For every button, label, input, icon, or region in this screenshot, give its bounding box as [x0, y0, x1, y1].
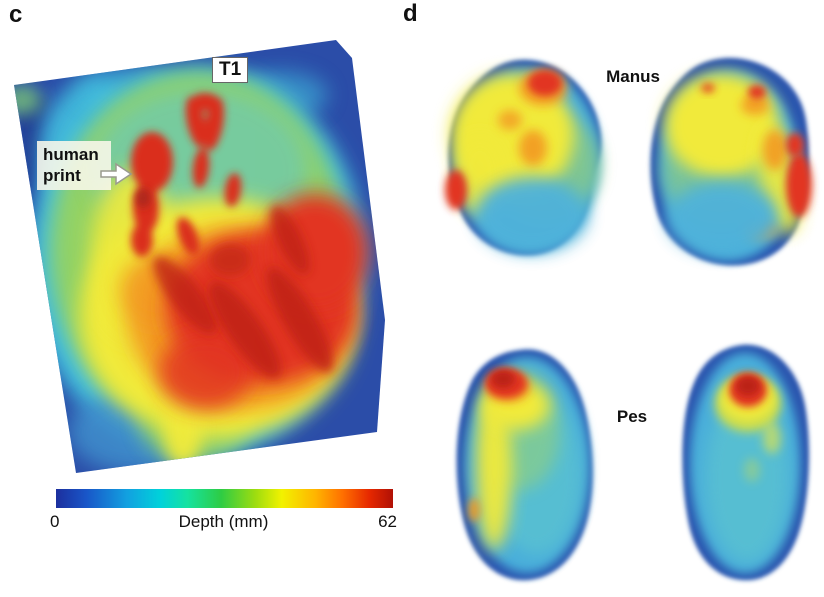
track-t1-heatmap	[14, 40, 385, 473]
colorbar-min-label: 0	[50, 512, 60, 531]
human-print-annotation: human print	[37, 141, 111, 190]
manus-left-heatmap	[445, 59, 602, 256]
track-id-badge: T1	[212, 57, 249, 83]
colorbar-labels: 0 Depth (mm) 62	[50, 512, 397, 532]
pes-left-heatmap	[456, 349, 593, 581]
colorbar-axis-label: Depth (mm)	[178, 512, 269, 531]
depth-colorbar	[56, 489, 393, 508]
right-arrow-icon	[100, 162, 133, 186]
pes-right-heatmap	[682, 344, 810, 581]
panel-c-label: c	[9, 1, 23, 28]
toe-impressions	[131, 93, 242, 257]
colorbar-max-label: 62	[378, 512, 397, 531]
manus-right-heatmap	[650, 57, 812, 266]
manus-pair-label: Manus	[606, 67, 660, 86]
panel-d-label: d	[403, 0, 418, 27]
pes-pair-label: Pes	[616, 407, 648, 426]
